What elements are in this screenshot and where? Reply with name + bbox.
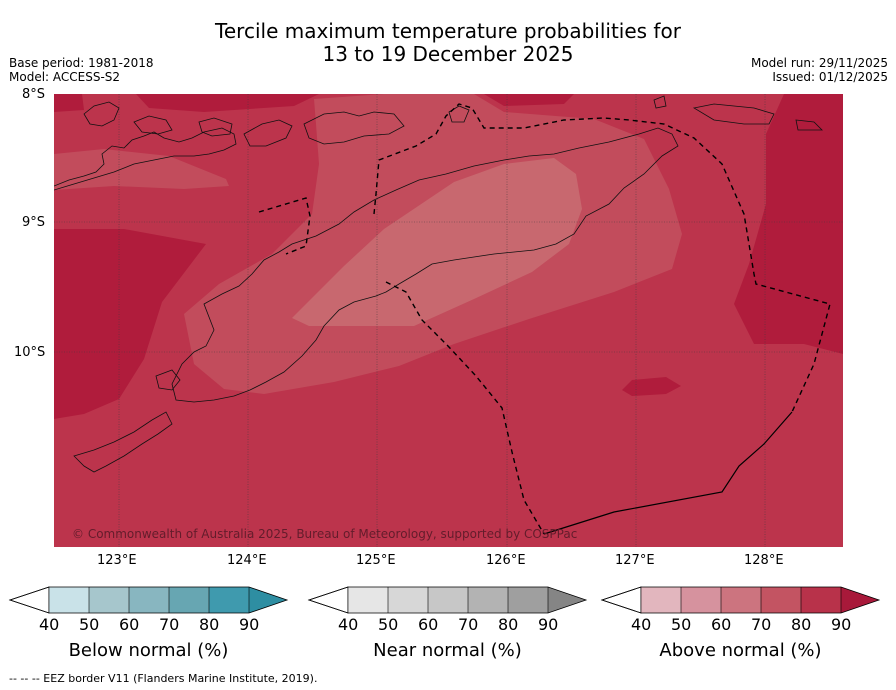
map-title-line2: 13 to 19 December 2025 xyxy=(322,42,574,66)
legend-below-bar xyxy=(8,586,289,614)
prob-field-70-northwest xyxy=(54,149,229,190)
legend-near-arrow-left xyxy=(307,586,349,614)
legend-above-tick: 70 xyxy=(751,615,772,634)
legend-near-tick: 50 xyxy=(378,615,399,634)
legend-near-swatch-80 xyxy=(508,587,548,613)
rote-coast xyxy=(73,411,173,473)
lat-label-8s: 8°S xyxy=(22,87,46,102)
prob-field-90-nw xyxy=(54,94,84,112)
legend-above-swatch-80 xyxy=(801,587,841,613)
legend-near-tick: 90 xyxy=(538,615,559,634)
island-a xyxy=(83,101,120,127)
alor-coast xyxy=(243,119,293,147)
legend-near-bar xyxy=(307,586,588,614)
legend-above-tick: 80 xyxy=(791,615,812,634)
legend-near-title: Near normal (%) xyxy=(373,640,522,661)
legend-near-tick: 40 xyxy=(338,615,359,634)
prob-field-90-south-spot xyxy=(622,377,681,396)
legend-above-arrow-left xyxy=(600,586,642,614)
legend-below-tick: 80 xyxy=(199,615,220,634)
eez-border xyxy=(258,103,831,535)
lon-label-126e: 126°E xyxy=(486,553,526,568)
eez-border-solid xyxy=(543,411,793,535)
legend-below-arrow-left xyxy=(8,586,50,614)
wetar-coast xyxy=(303,111,405,145)
legend-below-swatch-40 xyxy=(49,587,89,613)
map-graticule xyxy=(54,94,843,547)
timor-coast xyxy=(171,127,679,403)
model-name: Model: ACCESS-S2 xyxy=(9,70,121,84)
base-period: Base period: 1981-2018 xyxy=(9,56,154,70)
coastlines xyxy=(54,95,823,473)
legend-near-tick: 60 xyxy=(418,615,439,634)
legend-near-tick: 70 xyxy=(458,615,479,634)
legend-below-tick: 90 xyxy=(239,615,260,634)
legend-above-bar xyxy=(600,586,881,614)
legend-below-swatch-80 xyxy=(209,587,249,613)
legend-near-swatch-50 xyxy=(388,587,428,613)
atauro-coast xyxy=(448,105,470,123)
legend-above-arrow-right xyxy=(841,587,879,613)
legend-below-swatch-60 xyxy=(129,587,169,613)
legend-below-tick: 70 xyxy=(159,615,180,634)
lat-label-10s: 10°S xyxy=(14,345,46,360)
legend-below-tick: 50 xyxy=(79,615,100,634)
lon-label-127e: 127°E xyxy=(615,553,655,568)
legend-below-tick: 40 xyxy=(39,615,60,634)
legend-below-arrow-right xyxy=(249,587,287,613)
legend-above-title: Above normal (%) xyxy=(659,640,822,661)
legend-above-swatch-50 xyxy=(681,587,721,613)
island-f xyxy=(795,119,823,131)
legend-colorbars xyxy=(8,586,881,614)
legend-above-tick: 50 xyxy=(671,615,692,634)
map-copyright: © Commonwealth of Australia 2025, Bureau… xyxy=(72,527,577,541)
legend-near-arrow-right xyxy=(548,587,586,613)
map-title: Tercile maximum temperature probabilitie… xyxy=(0,20,896,66)
map-plot: © Commonwealth of Australia 2025, Bureau… xyxy=(54,94,843,547)
meta-right: Model run: 29/11/2025 Issued: 01/12/2025 xyxy=(751,56,888,84)
map-title-line1: Tercile maximum temperature probabilitie… xyxy=(215,19,681,43)
legend-below-title: Below normal (%) xyxy=(68,640,229,661)
prob-field-90-north2 xyxy=(484,94,574,106)
legend-above-swatch-40 xyxy=(641,587,681,613)
lon-label-125e: 125°E xyxy=(356,553,396,568)
issued-date: Issued: 01/12/2025 xyxy=(772,70,888,84)
legend-below-swatch-70 xyxy=(169,587,209,613)
legend-above-tick: 40 xyxy=(631,615,652,634)
legend-below-swatch-50 xyxy=(89,587,129,613)
legend-near-swatch-70 xyxy=(468,587,508,613)
legend-near-swatch-60 xyxy=(428,587,468,613)
legend-above-swatch-60 xyxy=(721,587,761,613)
island-d xyxy=(653,95,667,109)
lon-label-128e: 128°E xyxy=(744,553,784,568)
island-e xyxy=(692,103,775,125)
legend-above-swatch-70 xyxy=(761,587,801,613)
legend-near-tick: 80 xyxy=(498,615,519,634)
island-c xyxy=(198,117,233,137)
legend-above-tick: 90 xyxy=(831,615,852,634)
lon-label-124e: 124°E xyxy=(227,553,267,568)
meta-left: Base period: 1981-2018 Model: ACCESS-S2 xyxy=(9,56,154,84)
prob-field-90-west xyxy=(54,229,206,419)
legend-above-tick: 60 xyxy=(711,615,732,634)
prob-field-90-east xyxy=(734,94,843,354)
lat-label-9s: 9°S xyxy=(22,215,46,230)
prob-field-90-north xyxy=(136,94,319,112)
prob-field-60 xyxy=(292,158,582,326)
legend-below-tick: 60 xyxy=(119,615,140,634)
lon-label-123e: 123°E xyxy=(97,553,137,568)
semau-coast xyxy=(155,369,181,391)
island-b xyxy=(133,115,173,135)
eez-border-oecusse xyxy=(258,197,311,255)
flores-coast xyxy=(54,127,237,191)
eez-footnote: -- -- -- EEZ border V11 (Flanders Marine… xyxy=(9,672,318,685)
model-run: Model run: 29/11/2025 xyxy=(750,56,888,70)
legend-near-swatch-40 xyxy=(348,587,388,613)
